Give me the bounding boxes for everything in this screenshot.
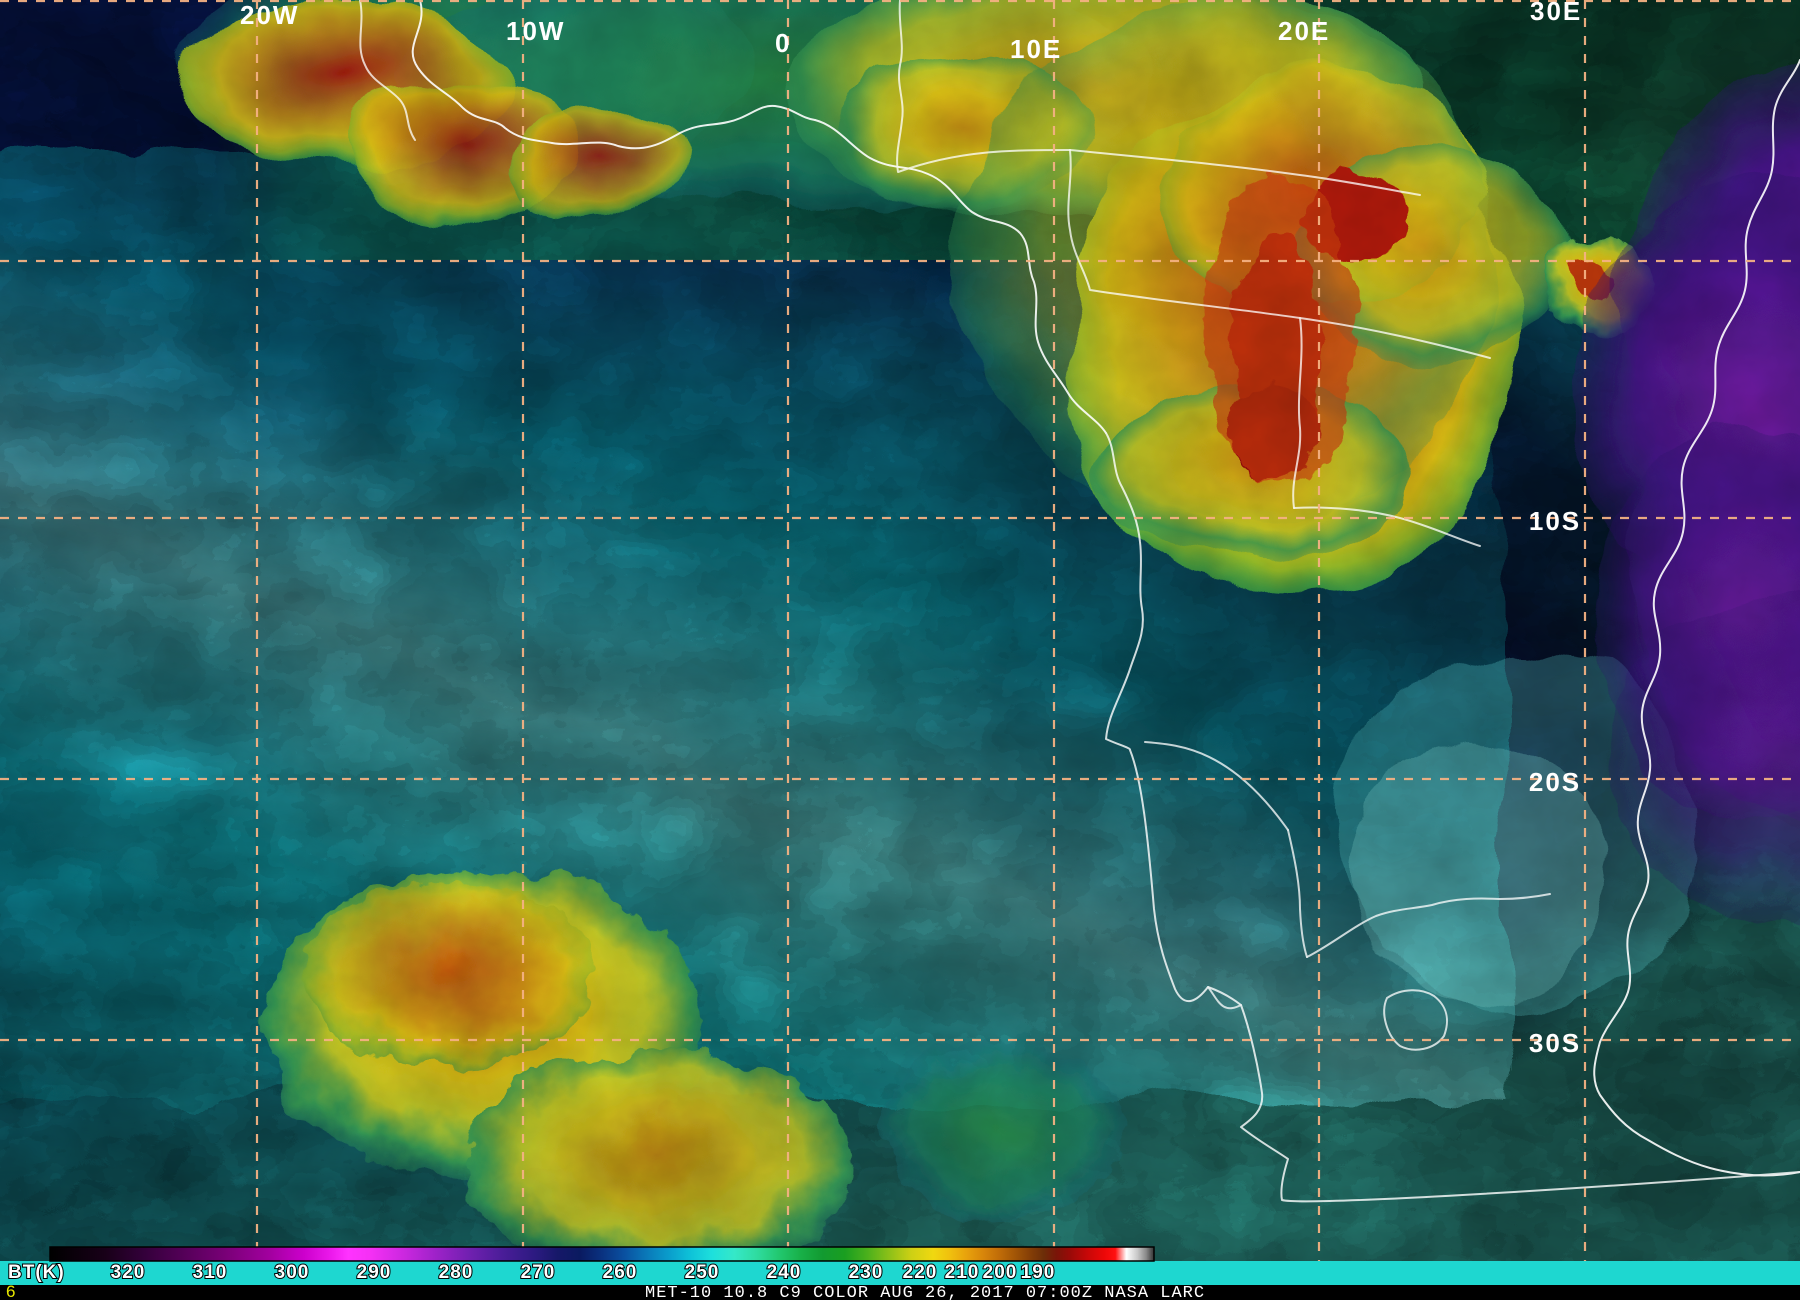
svg-text:270: 270 xyxy=(521,1262,556,1283)
svg-text:240: 240 xyxy=(767,1262,802,1283)
svg-text:10S: 10S xyxy=(1529,506,1581,536)
svg-text:200: 200 xyxy=(983,1262,1018,1283)
svg-text:BT(K): BT(K) xyxy=(8,1262,65,1283)
svg-text:30E: 30E xyxy=(1530,0,1582,26)
svg-text:280: 280 xyxy=(439,1262,474,1283)
svg-text:220: 220 xyxy=(903,1262,938,1283)
svg-text:250: 250 xyxy=(685,1262,720,1283)
svg-text:6: 6 xyxy=(6,1282,15,1300)
svg-text:310: 310 xyxy=(193,1262,228,1283)
svg-text:210: 210 xyxy=(945,1262,980,1283)
svg-text:320: 320 xyxy=(111,1262,146,1283)
svg-text:10E: 10E xyxy=(1010,34,1062,64)
svg-text:20E: 20E xyxy=(1278,16,1330,46)
svg-text:20W: 20W xyxy=(240,0,299,30)
svg-text:20S: 20S xyxy=(1529,767,1581,797)
svg-text:290: 290 xyxy=(357,1262,392,1283)
svg-text:10W: 10W xyxy=(506,16,565,46)
svg-text:230: 230 xyxy=(849,1262,884,1283)
svg-text:300: 300 xyxy=(275,1262,310,1283)
svg-text:0: 0 xyxy=(775,28,791,58)
svg-text:190: 190 xyxy=(1021,1262,1056,1283)
svg-text:30S: 30S xyxy=(1529,1028,1581,1058)
svg-text:260: 260 xyxy=(603,1262,638,1283)
svg-text:MET-10 10.8 C9 COLOR AUG 26,: MET-10 10.8 C9 COLOR AUG 26, 2017 07:00Z… xyxy=(645,1284,1205,1300)
